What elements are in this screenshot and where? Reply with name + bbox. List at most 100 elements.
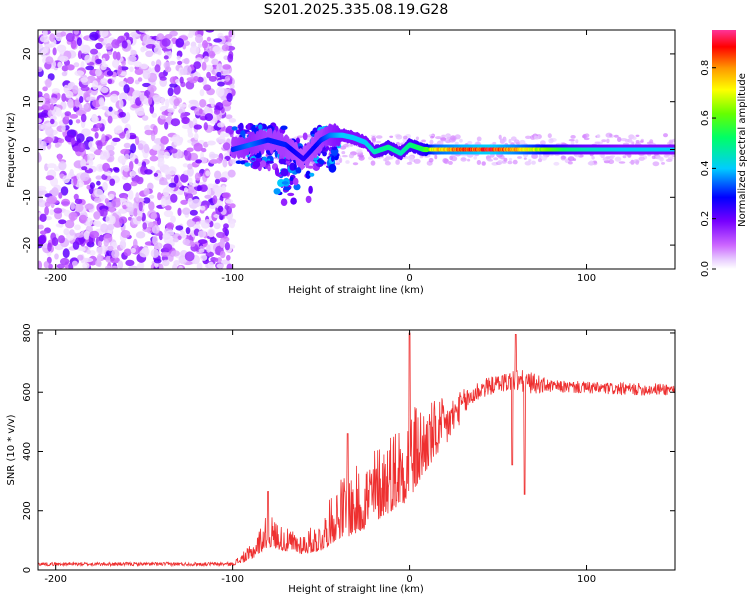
spectrogram-noise-cell <box>102 162 110 172</box>
spectrogram-signal-cell <box>293 163 297 170</box>
spectrogram-noise-cell <box>182 238 191 246</box>
spectrogram-noise-cell <box>94 188 104 198</box>
spectrogram-noise-cell <box>203 122 208 131</box>
spectrogram-noise-cell <box>38 66 43 72</box>
spectrogram-noise-cell <box>66 64 75 71</box>
spectrogram-noise-cell <box>49 103 55 111</box>
spectrogram-signal-cell <box>331 155 335 162</box>
spectrogram-noise-cell <box>165 98 170 109</box>
spectrogram-noise-cell <box>77 254 84 261</box>
spectrogram-noise-cell <box>188 177 193 186</box>
spectrogram-noise-cell <box>70 39 77 49</box>
spectrogram-noise-cell <box>148 201 155 211</box>
spectrogram-signal-cell <box>308 185 313 194</box>
spectrogram-signal-cell <box>240 160 246 165</box>
spectrogram-noise-cell <box>622 155 627 159</box>
spectrogram-noise-cell <box>99 155 106 160</box>
spectrogram-noise-cell <box>212 45 222 55</box>
spectrogram-noise-cell <box>42 86 48 92</box>
spectrogram-noise-cell <box>195 221 200 230</box>
spectrogram-noise-cell <box>120 148 130 155</box>
spectrogram-noise-cell <box>160 135 169 145</box>
spectrogram-noise-cell <box>167 108 175 113</box>
spectrogram-noise-cell <box>572 158 577 162</box>
spectrogram-noise-cell <box>652 161 660 167</box>
spectrogram-noise-cell <box>217 81 225 87</box>
spectrogram-noise-cell <box>208 75 217 82</box>
spectrogram-noise-cell <box>609 155 616 158</box>
spectrogram-noise-cell <box>638 156 645 161</box>
spectrogram-noise-cell <box>53 207 63 214</box>
spectrogram-noise-cell <box>186 147 194 153</box>
snr-x-tick-label: -200 <box>44 574 67 585</box>
spectrogram-noise-cell <box>74 198 83 204</box>
spectrogram-noise-cell <box>178 265 183 269</box>
spectrogram-noise-cell <box>108 193 115 200</box>
spectrogram-noise-cell <box>64 219 75 229</box>
spectrogram-noise-cell <box>185 227 191 235</box>
spectrogram-noise-cell <box>47 110 52 117</box>
spectrogram-noise-cell <box>221 185 227 193</box>
spectrogram-noise-cell <box>60 186 69 196</box>
spectrogram-noise-cell <box>497 160 503 165</box>
spectrogram-noise-cell <box>220 259 230 265</box>
spectrogram-noise-cell <box>61 93 67 102</box>
spectrogram-noise-cell <box>206 244 211 253</box>
spectrogram-noise-cell <box>124 153 130 160</box>
spectrogram-noise-cell <box>45 175 55 181</box>
spectrogram-noise-cell <box>43 136 54 144</box>
spectrogram-noise-cell <box>79 96 84 103</box>
colorbar-tick-label: 0.6 <box>700 110 711 126</box>
spectrogram-noise-cell <box>205 170 211 177</box>
spectrogram-noise-cell <box>651 155 656 160</box>
spectrogram-noise-cell <box>137 111 145 116</box>
spectrogram-noise-cell <box>112 59 120 68</box>
spectrogram-noise-cell <box>175 38 185 48</box>
spectrogram-signal-cell <box>260 160 267 168</box>
spectrogram-noise-cell <box>58 235 65 244</box>
spectrogram-noise-cell <box>180 199 188 205</box>
snr-frame <box>37 329 676 571</box>
spectrogram-noise-cell <box>170 215 176 224</box>
spectrogram-noise-cell <box>183 57 190 65</box>
spectrogram-noise-cell <box>80 85 90 92</box>
spectrogram-noise-cell <box>125 130 131 141</box>
spectrogram-noise-cell <box>442 158 449 164</box>
spectrogram-noise-cell <box>108 206 115 213</box>
spectrogram-noise-cell <box>127 55 137 62</box>
spectrogram-noise-cell <box>144 124 151 130</box>
spectrogram-noise-cell <box>215 102 224 111</box>
spectrogram-noise-cell <box>163 210 174 218</box>
spectrogram-noise-cell <box>38 112 47 118</box>
spectrogram-noise-cell <box>108 106 113 112</box>
spectrogram-noise-cell <box>158 263 164 269</box>
spectrogram-noise-cell <box>172 237 179 243</box>
snr-y-tick-label: 0 <box>22 567 33 573</box>
spectrogram-noise-cell <box>103 37 113 44</box>
spectrogram-noise-cell <box>64 111 72 117</box>
spectrogram-plot-area <box>38 30 675 269</box>
spectrogram-noise-cell <box>454 134 461 140</box>
spectrogram-noise-cell <box>204 113 214 122</box>
spectrogram-noise-cell <box>195 159 203 164</box>
spectrogram-noise-cell <box>582 135 586 138</box>
spectrogram-noise-cell <box>191 198 202 208</box>
spectrogram-noise-cell <box>109 215 116 225</box>
spectrogram-noise-cell <box>117 260 124 269</box>
spectrogram-noise-cell <box>102 181 108 191</box>
spectrogram-noise-cell <box>122 204 127 210</box>
spectrogram-noise-cell <box>126 95 133 101</box>
spectrogram-signal-cell <box>302 132 308 141</box>
spectrogram-noise-cell <box>639 140 644 143</box>
spectrogram-noise-cell <box>110 140 118 147</box>
spectrogram-noise-cell <box>219 250 226 259</box>
spectrogram-noise-cell <box>170 118 181 127</box>
spectrogram-noise-cell <box>74 232 84 238</box>
spectrogram-noise-cell <box>88 141 94 149</box>
spectrogram-noise-cell <box>444 134 451 138</box>
spectrogram-noise-cell <box>157 217 161 226</box>
spectrogram-y-label: Frequency (Hz) <box>6 112 17 188</box>
spectrogram-noise-cell <box>140 165 146 172</box>
spectrogram-noise-cell <box>428 157 434 163</box>
spectrogram-noise-cell <box>596 134 601 138</box>
